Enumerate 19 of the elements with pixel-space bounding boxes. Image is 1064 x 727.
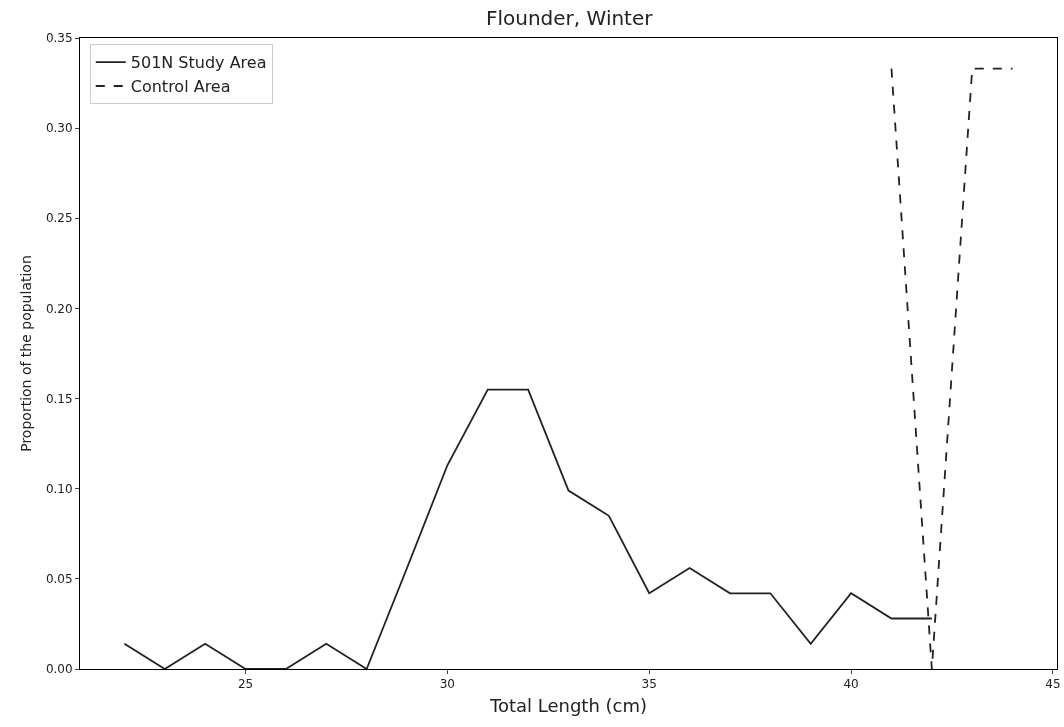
- x-tick-label: 25: [237, 677, 254, 692]
- y-tick-label: 0.00: [45, 662, 73, 677]
- legend-label: 501N Study Area: [130, 53, 267, 73]
- line-series: [123, 388, 933, 669]
- y-tick-label: 0.35: [45, 31, 73, 46]
- y-tick-label: 0.05: [45, 572, 73, 587]
- x-tick-label: 30: [439, 677, 456, 692]
- y-tick-label: 0.25: [45, 211, 73, 226]
- y-tick-label: 0.15: [45, 391, 73, 406]
- y-tick-label: 0.10: [45, 481, 73, 496]
- y-tick-label: 0.20: [45, 301, 73, 316]
- x-tick-label: 35: [641, 677, 657, 692]
- x-axis-title: Total Length (cm): [488, 694, 648, 716]
- x-tick-label: 40: [843, 677, 859, 692]
- y-tick-label: 0.30: [45, 121, 73, 136]
- chart-title: Flounder, Winter: [485, 5, 654, 30]
- y-axis-title: Proportion of the population: [18, 255, 35, 452]
- legend-label: Control Area: [130, 77, 231, 97]
- x-tick-label: 45: [1045, 677, 1061, 692]
